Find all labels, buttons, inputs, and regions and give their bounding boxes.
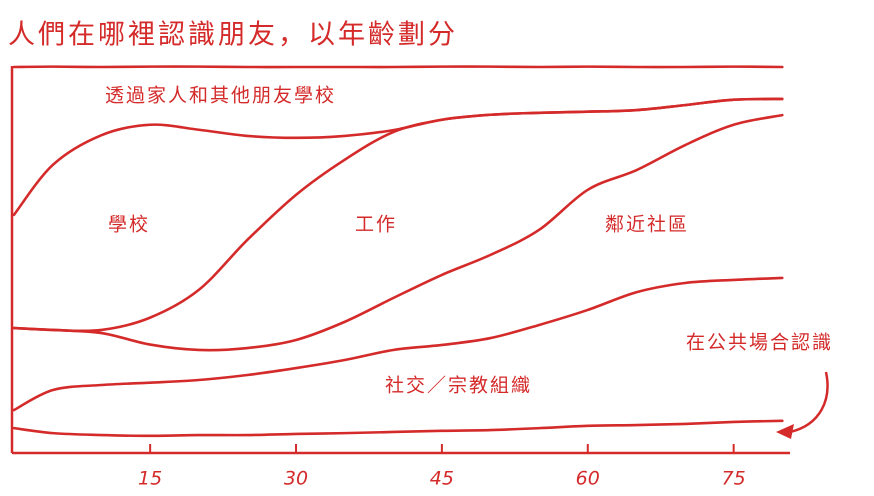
x-tick-label: 45: [430, 468, 454, 490]
area-label: 學校: [108, 214, 150, 236]
x-tick-label: 30: [284, 468, 308, 490]
area-boundary: [12, 276, 784, 412]
annotation-arrow: [789, 371, 829, 434]
x-tick-label: 60: [576, 468, 600, 490]
area-boundary: [12, 97, 784, 217]
arrow-head: [776, 424, 794, 439]
x-tick-label: 75: [722, 468, 746, 490]
area-label: 鄰近社區: [605, 214, 689, 236]
area-label: 工作: [355, 214, 397, 236]
area-label: 社交／宗教組織: [385, 375, 532, 397]
area-label: 在公共場合認識: [686, 332, 833, 354]
chart-title: 人們在哪裡認識朋友，以年齡劃分: [8, 20, 458, 51]
x-tick-label: 15: [138, 468, 162, 490]
area-label: 透過家人和其他朋友學校: [105, 85, 336, 107]
area-boundary: [12, 113, 784, 352]
area-boundary: [12, 419, 784, 438]
